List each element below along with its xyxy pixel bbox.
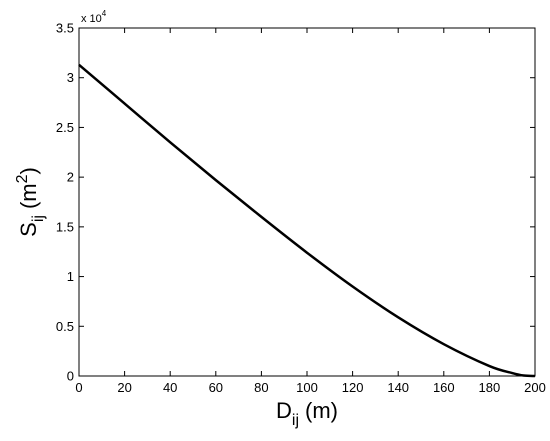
y-axis-title-sub: ij [30,215,47,222]
x-tick-label: 0 [75,380,82,395]
y-tick-label: 3 [67,70,74,85]
y-axis-title-unit-sup: 2 [14,174,31,183]
x-axis-title-unit: (m) [305,398,338,423]
x-tick-label: 180 [479,380,501,395]
x-tick-label: 40 [163,380,177,395]
x-axis-title: Dij (m) [276,398,338,429]
x-tick-label: 100 [296,380,318,395]
x-tick-label: 80 [254,380,268,395]
y-axis-title-unit-close: ) [16,167,41,174]
y-tick-label: 1 [67,269,74,284]
y-tick-label: 2 [67,170,74,185]
x-tick-label: 140 [387,380,409,395]
y-axis-title: Sij (m2) [14,167,47,237]
y-tick-label: 3.5 [56,21,74,36]
x-axis-title-main: D [276,398,292,423]
x-tick-labels: 0 20 40 60 80 100 120 140 160 180 200 [75,380,545,395]
x-tick-label: 160 [433,380,455,395]
y-tick-label: 2.5 [56,120,74,135]
y-multiplier-exponent: 4 [102,9,107,18]
plot-area [78,27,536,377]
series-line [78,63,536,378]
y-tick-label: 0 [67,369,74,384]
x-tick-label: 120 [342,380,364,395]
y-multiplier: x 104 [81,9,107,25]
x-tick-label: 20 [117,380,131,395]
x-tick-label: 200 [524,380,546,395]
y-multiplier-base: x 10 [81,13,102,25]
x-axis-title-sub: ij [292,412,299,429]
y-tick-labels: 0 0.5 1 1.5 2 2.5 3 3.5 [56,21,74,384]
x-tick-label: 60 [209,380,223,395]
ticks-group [78,27,536,377]
y-axis-title-unit-open: (m [16,183,41,209]
y-axis-title-main: S [16,222,41,237]
y-tick-label: 0.5 [56,319,74,334]
y-tick-label: 1.5 [56,219,74,234]
